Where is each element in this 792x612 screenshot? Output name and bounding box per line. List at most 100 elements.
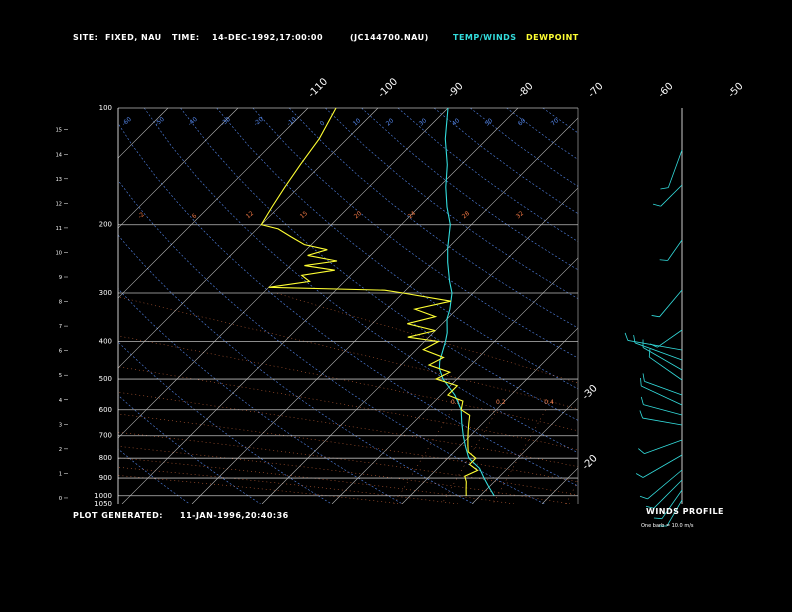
dry-adiabat-label: -40 bbox=[187, 116, 199, 128]
pressure-tick-label: 900 bbox=[99, 474, 112, 482]
mixing-ratio-label: 0.2 bbox=[496, 399, 506, 406]
plot-generated-value: 11-JAN-1996,20:40:36 bbox=[180, 511, 289, 520]
winds-profile bbox=[624, 108, 683, 527]
isotherm bbox=[612, 108, 792, 504]
isotherm-label-top: -50 bbox=[726, 81, 745, 100]
dry-adiabat bbox=[760, 108, 792, 504]
wind-barb bbox=[653, 479, 683, 509]
pressure-tick-label: 300 bbox=[99, 289, 112, 297]
isotherm bbox=[261, 187, 578, 504]
moist-adiabat bbox=[118, 467, 459, 504]
dry-adiabat-label: -10 bbox=[286, 116, 298, 128]
height-tick-label: 14 bbox=[56, 152, 62, 158]
dry-adiabat-label: 50 bbox=[484, 117, 494, 127]
wind-barb bbox=[627, 340, 683, 351]
moist-adiabat-label: 12 bbox=[245, 210, 255, 220]
dry-adiabat bbox=[542, 108, 578, 134]
moist-adiabat-label: 20 bbox=[353, 210, 363, 220]
mixing-ratio-line bbox=[626, 410, 671, 504]
height-tick-label: 10 bbox=[56, 250, 62, 256]
dry-adiabat-label: 10 bbox=[352, 117, 362, 127]
dry-adiabat bbox=[724, 108, 792, 504]
dry-adiabat bbox=[397, 108, 578, 242]
moist-adiabat bbox=[118, 392, 578, 467]
moist-adiabat bbox=[118, 366, 578, 451]
isotherm-label-right: -30 bbox=[580, 383, 599, 402]
isotherm bbox=[0, 108, 98, 504]
mixing-ratio-line bbox=[441, 409, 498, 504]
isotherm bbox=[121, 108, 519, 504]
dry-adiabat-label: 40 bbox=[451, 117, 461, 127]
wind-barb-flag bbox=[645, 505, 654, 509]
dry-adiabat-label: -60 bbox=[121, 116, 133, 128]
pressure-tick-label: 100 bbox=[99, 104, 112, 112]
height-tick-label: 6 bbox=[59, 349, 62, 355]
moist-adiabat-label: 24 bbox=[407, 210, 417, 220]
height-tick-label: 3 bbox=[59, 422, 62, 428]
wind-barb bbox=[667, 149, 683, 188]
dewpoint-line bbox=[260, 108, 479, 496]
dry-adiabat-label: -30 bbox=[220, 116, 232, 128]
moist-adiabat bbox=[118, 446, 571, 504]
pressure-tick-label: 600 bbox=[99, 406, 112, 414]
height-tick-label: 4 bbox=[59, 398, 62, 404]
isotherm bbox=[752, 108, 792, 504]
pressure-tick-label: 1050 bbox=[94, 500, 112, 508]
isotherm bbox=[331, 257, 578, 504]
dry-adiabat bbox=[118, 179, 545, 504]
dry-adiabat-label: -50 bbox=[154, 116, 166, 128]
wind-barb bbox=[659, 289, 683, 318]
moist-adiabat-label: 32 bbox=[515, 210, 525, 220]
isotherm bbox=[118, 108, 379, 369]
plot-frame bbox=[117, 108, 579, 504]
wind-barb-flag bbox=[659, 259, 668, 261]
dry-adiabat-label: 70 bbox=[550, 117, 560, 127]
height-tick-label: 2 bbox=[59, 447, 62, 453]
winds-profile-note: One barb = 10.0 m/s bbox=[641, 523, 694, 529]
pressure-tick-label: 500 bbox=[99, 375, 112, 383]
site-value: FIXED, NAU bbox=[105, 33, 162, 42]
isotherms bbox=[0, 108, 792, 504]
isotherm bbox=[118, 108, 239, 229]
height-tick-label: 11 bbox=[56, 226, 62, 232]
mixing-ratio-lines bbox=[393, 409, 671, 504]
isotherm-label-top: -100 bbox=[376, 76, 400, 100]
moist-adiabat bbox=[118, 413, 578, 483]
isotherm-label-top: -80 bbox=[516, 81, 535, 100]
wind-barb-flag bbox=[660, 187, 669, 190]
isotherm bbox=[118, 108, 449, 439]
dry-adiabat-label: 20 bbox=[385, 117, 395, 127]
isotherm bbox=[118, 108, 309, 299]
moist-adiabat-label: 28 bbox=[461, 210, 471, 220]
isotherm bbox=[191, 117, 578, 504]
height-tick-label: 9 bbox=[59, 275, 62, 281]
dry-adiabat bbox=[143, 108, 578, 454]
wind-barb bbox=[661, 489, 683, 519]
wind-barb bbox=[642, 417, 683, 426]
isotherm bbox=[541, 467, 578, 504]
isotherm-label-top: -110 bbox=[306, 76, 330, 100]
isobars bbox=[118, 107, 578, 497]
moist-adiabat bbox=[118, 457, 515, 504]
wind-barb-flag bbox=[653, 517, 662, 520]
dry-adiabat bbox=[118, 394, 261, 504]
isotherm-label-top: -60 bbox=[656, 81, 675, 100]
isotherm bbox=[118, 108, 169, 159]
isotherm bbox=[0, 108, 28, 504]
legend-temp: TEMP/WINDS bbox=[453, 33, 517, 42]
moist-adiabat bbox=[118, 431, 578, 496]
moist-adiabat-label: -2 bbox=[137, 211, 146, 220]
isotherm-label-top: -70 bbox=[586, 81, 605, 100]
dry-adiabat-label: 30 bbox=[418, 117, 428, 127]
wind-barb-flag bbox=[648, 349, 651, 358]
height-tick-label: 1 bbox=[59, 471, 62, 477]
isotherm-label-top: -90 bbox=[446, 81, 465, 100]
site-label: SITE: bbox=[73, 33, 99, 42]
mixing-ratio-line bbox=[393, 409, 453, 504]
mixing-ratio-label: 0.4 bbox=[544, 399, 554, 406]
dry-adiabat bbox=[118, 288, 403, 504]
pressure-tick-label: 800 bbox=[99, 454, 112, 462]
pressure-tick-label: 400 bbox=[99, 337, 112, 345]
wind-barb-flag bbox=[624, 332, 629, 341]
